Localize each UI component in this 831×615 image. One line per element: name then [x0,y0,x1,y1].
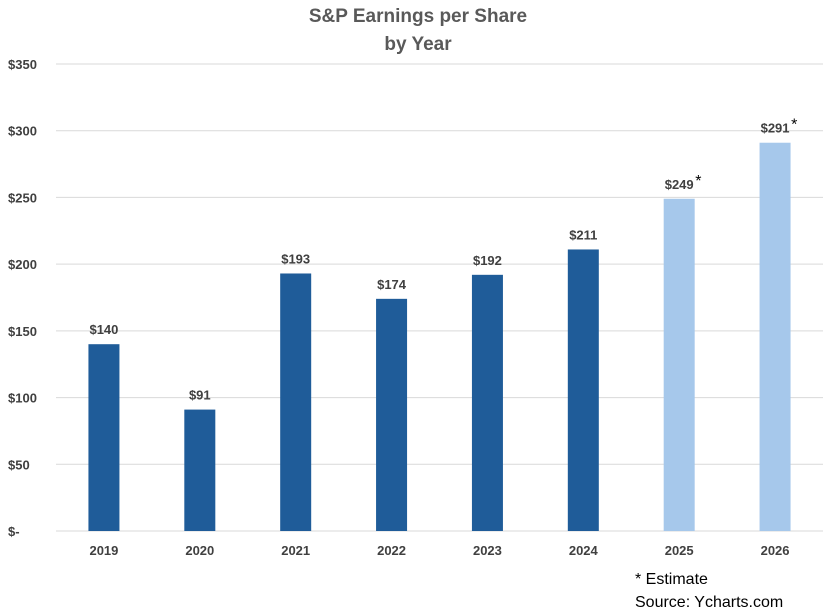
data-label-2025: $249 [665,177,694,192]
x-tick-label-2022: 2022 [377,543,406,558]
bar-2025 [663,198,695,531]
chart-title-line-2: by Year [384,34,452,55]
x-tick-label-2020: 2020 [185,543,214,558]
data-label-2019: $140 [89,322,118,337]
y-tick-label: $250 [8,190,37,205]
y-tick-label: $100 [8,391,37,406]
x-axis-tick-labels: 2019 2020 2021 2022 2023 2024 2025 2026 [89,543,789,558]
y-tick-label: $- [8,524,20,539]
source-footnote: Source: Ycharts.com [635,594,784,611]
y-tick-label: $50 [8,457,30,472]
x-tick-label-2019: 2019 [89,543,118,558]
x-tick-label-2024: 2024 [569,543,599,558]
bar-2026 [759,142,791,532]
data-label-2023: $192 [473,253,502,268]
x-tick-label-2026: 2026 [761,543,790,558]
y-axis-tick-labels: $- $50 $100 $150 $200 $250 $300 $350 [8,57,37,539]
bar-2020 [184,409,216,531]
bar-2019 [88,344,120,531]
y-tick-label: $300 [8,124,37,139]
chart-title-line-1: S&P Earnings per Share [309,6,527,27]
data-label-2020: $91 [189,388,211,403]
x-tick-label-2025: 2025 [665,543,694,558]
y-tick-label: $200 [8,257,37,272]
estimate-footnote: * Estimate [635,571,708,588]
y-tick-label: $350 [8,57,37,72]
data-label-2021: $193 [281,251,310,266]
y-tick-label: $150 [8,324,37,339]
bar-2021 [280,273,312,531]
data-labels: $140$91$193$174$192$211$249 *$291 * [89,117,797,403]
bar-2023 [471,274,503,531]
estimate-marker-2026: * [791,117,797,134]
data-label-2022: $174 [377,277,407,292]
bar-2022 [376,298,408,531]
x-tick-label-2021: 2021 [281,543,310,558]
bar-2024 [567,249,599,532]
x-tick-label-2023: 2023 [473,543,502,558]
data-label-2024: $211 [569,227,597,242]
estimate-marker-2025: * [695,173,701,190]
bars [88,142,791,532]
gridlines [56,63,823,532]
data-label-2026: $291 [761,121,790,136]
